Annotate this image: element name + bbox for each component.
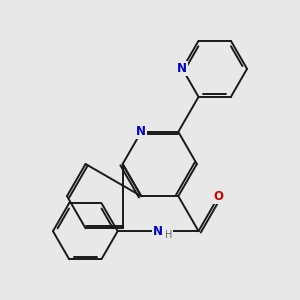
- Text: N: N: [177, 62, 187, 75]
- Text: N: N: [153, 225, 163, 238]
- Text: H: H: [165, 230, 172, 240]
- Text: O: O: [214, 190, 224, 202]
- Text: N: N: [136, 125, 146, 138]
